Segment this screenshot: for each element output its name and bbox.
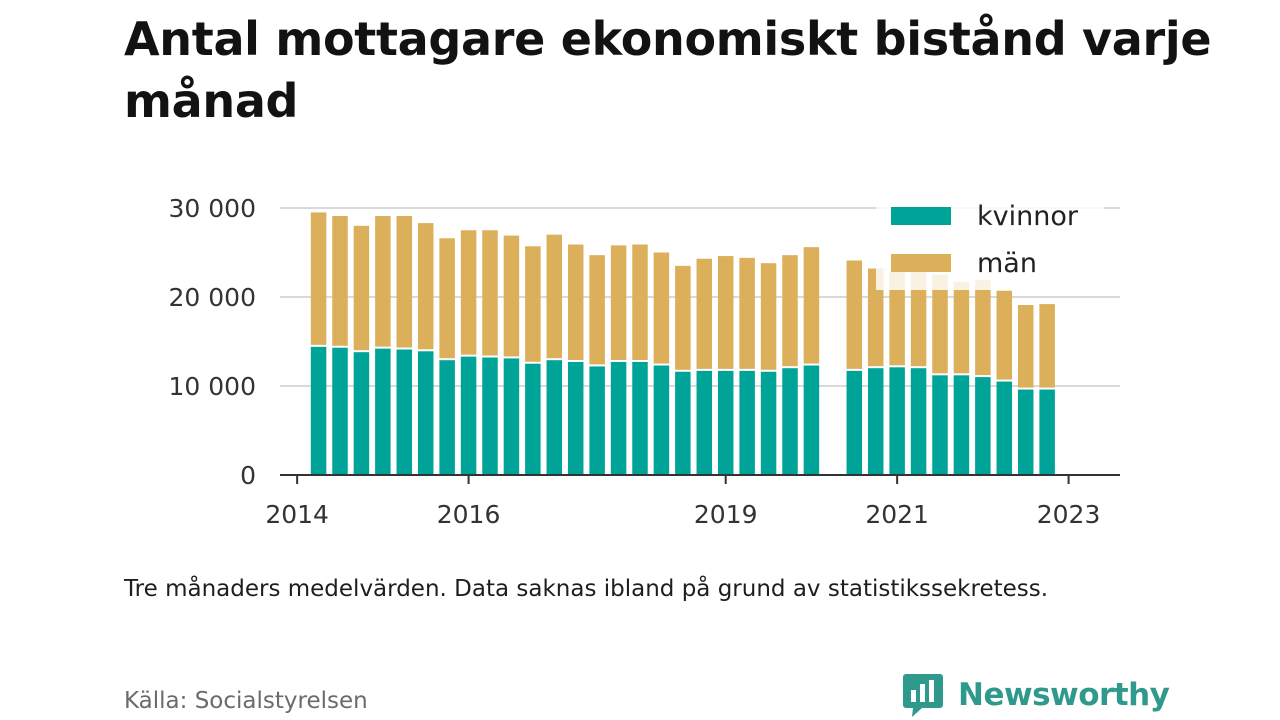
bar-kvinnor xyxy=(375,348,391,475)
bar-man xyxy=(932,274,948,374)
source-label: Källa: Socialstyrelsen xyxy=(124,688,368,714)
bar-man xyxy=(310,212,327,345)
bar-kvinnor xyxy=(867,368,884,475)
bar-man xyxy=(996,290,1013,380)
bar-kvinnor xyxy=(525,363,541,475)
bar-man xyxy=(1039,304,1055,388)
bar-man xyxy=(782,255,798,367)
bar-man xyxy=(1017,305,1034,388)
bar-kvinnor xyxy=(846,370,863,475)
bar-man xyxy=(567,244,584,360)
bar-man xyxy=(589,255,605,365)
legend-label: kvinnor xyxy=(977,201,1079,232)
bar-kvinnor xyxy=(610,361,627,475)
bar-man xyxy=(525,246,541,362)
bars xyxy=(310,212,1055,475)
bar-kvinnor xyxy=(653,365,670,475)
bar-kvinnor xyxy=(567,361,584,475)
bar-kvinnor xyxy=(932,375,948,475)
bar-man xyxy=(953,281,970,374)
bar-kvinnor xyxy=(503,358,520,475)
bar-kvinnor xyxy=(889,367,905,475)
bar-man xyxy=(610,245,627,360)
x-tick-label: 2021 xyxy=(865,500,929,529)
bar-man xyxy=(375,216,391,347)
bar-kvinnor xyxy=(717,370,734,475)
bar-kvinnor xyxy=(417,351,434,475)
bar-kvinnor xyxy=(310,346,327,475)
bar-man xyxy=(760,263,777,370)
x-tick-label: 2016 xyxy=(437,500,501,529)
bar-kvinnor xyxy=(803,365,820,475)
x-tick-label: 2014 xyxy=(265,500,329,529)
bar-man xyxy=(546,234,563,359)
bar-man xyxy=(653,252,670,364)
bar-man xyxy=(739,257,755,369)
bar-man xyxy=(889,271,905,366)
bar-kvinnor xyxy=(396,349,413,475)
bar-kvinnor xyxy=(332,347,348,475)
bar-man xyxy=(632,244,648,360)
bar-kvinnor xyxy=(675,371,691,475)
bar-kvinnor xyxy=(1039,389,1055,475)
chart-title: Antal mottagare ekonomiskt bistånd varje… xyxy=(124,12,1212,128)
bar-man xyxy=(353,225,370,351)
bar-man xyxy=(803,247,820,364)
bar-kvinnor xyxy=(482,357,498,475)
bar-kvinnor xyxy=(996,381,1013,475)
bar-kvinnor xyxy=(760,371,777,475)
bar-man xyxy=(503,235,520,357)
legend-swatch xyxy=(891,207,951,225)
bar-man xyxy=(910,271,927,367)
bar-kvinnor xyxy=(589,366,605,475)
y-tick-label: 30 000 xyxy=(169,194,256,223)
bar-kvinnor xyxy=(353,352,370,475)
bar-man xyxy=(417,223,434,350)
bar-kvinnor xyxy=(910,368,927,475)
brand-logo[interactable]: Newsworthy xyxy=(902,670,1170,720)
legend-swatch xyxy=(891,254,951,272)
bar-kvinnor xyxy=(782,368,798,475)
bar-kvinnor xyxy=(953,375,970,475)
bar-kvinnor xyxy=(546,360,563,475)
bar-man xyxy=(396,216,413,348)
bar-kvinnor xyxy=(1017,389,1034,475)
bar-man xyxy=(696,258,713,369)
bar-kvinnor xyxy=(439,360,455,475)
legend-label: män xyxy=(977,248,1037,279)
bar-man xyxy=(717,256,734,369)
bar-man xyxy=(867,268,884,367)
bar-kvinnor xyxy=(975,377,991,475)
bar-kvinnor xyxy=(696,370,713,475)
bar-man xyxy=(439,238,455,359)
bar-kvinnor xyxy=(460,356,477,475)
bar-man xyxy=(675,265,691,370)
bar-kvinnor xyxy=(739,370,755,475)
x-tick-label: 2019 xyxy=(694,500,758,529)
bar-chart-bubble-icon xyxy=(903,674,943,717)
bar-man xyxy=(846,260,863,369)
bar-man xyxy=(975,280,991,376)
y-tick-label: 20 000 xyxy=(169,283,256,312)
chart-note: Tre månaders medelvärden. Data saknas ib… xyxy=(124,576,1049,602)
bar-man xyxy=(332,216,348,346)
bar-man xyxy=(460,230,477,355)
x-tick-label: 2023 xyxy=(1037,500,1101,529)
brand-name: Newsworthy xyxy=(958,677,1170,713)
y-tick-label: 0 xyxy=(240,461,256,490)
bar-man xyxy=(482,230,498,356)
bar-kvinnor xyxy=(632,361,648,475)
legend: kvinnor män xyxy=(876,198,1104,290)
axes: 0 10 000 20 000 30 000 2014 2016 2019 2021 2023 xyxy=(169,194,1120,529)
y-tick-label: 10 000 xyxy=(169,372,256,401)
